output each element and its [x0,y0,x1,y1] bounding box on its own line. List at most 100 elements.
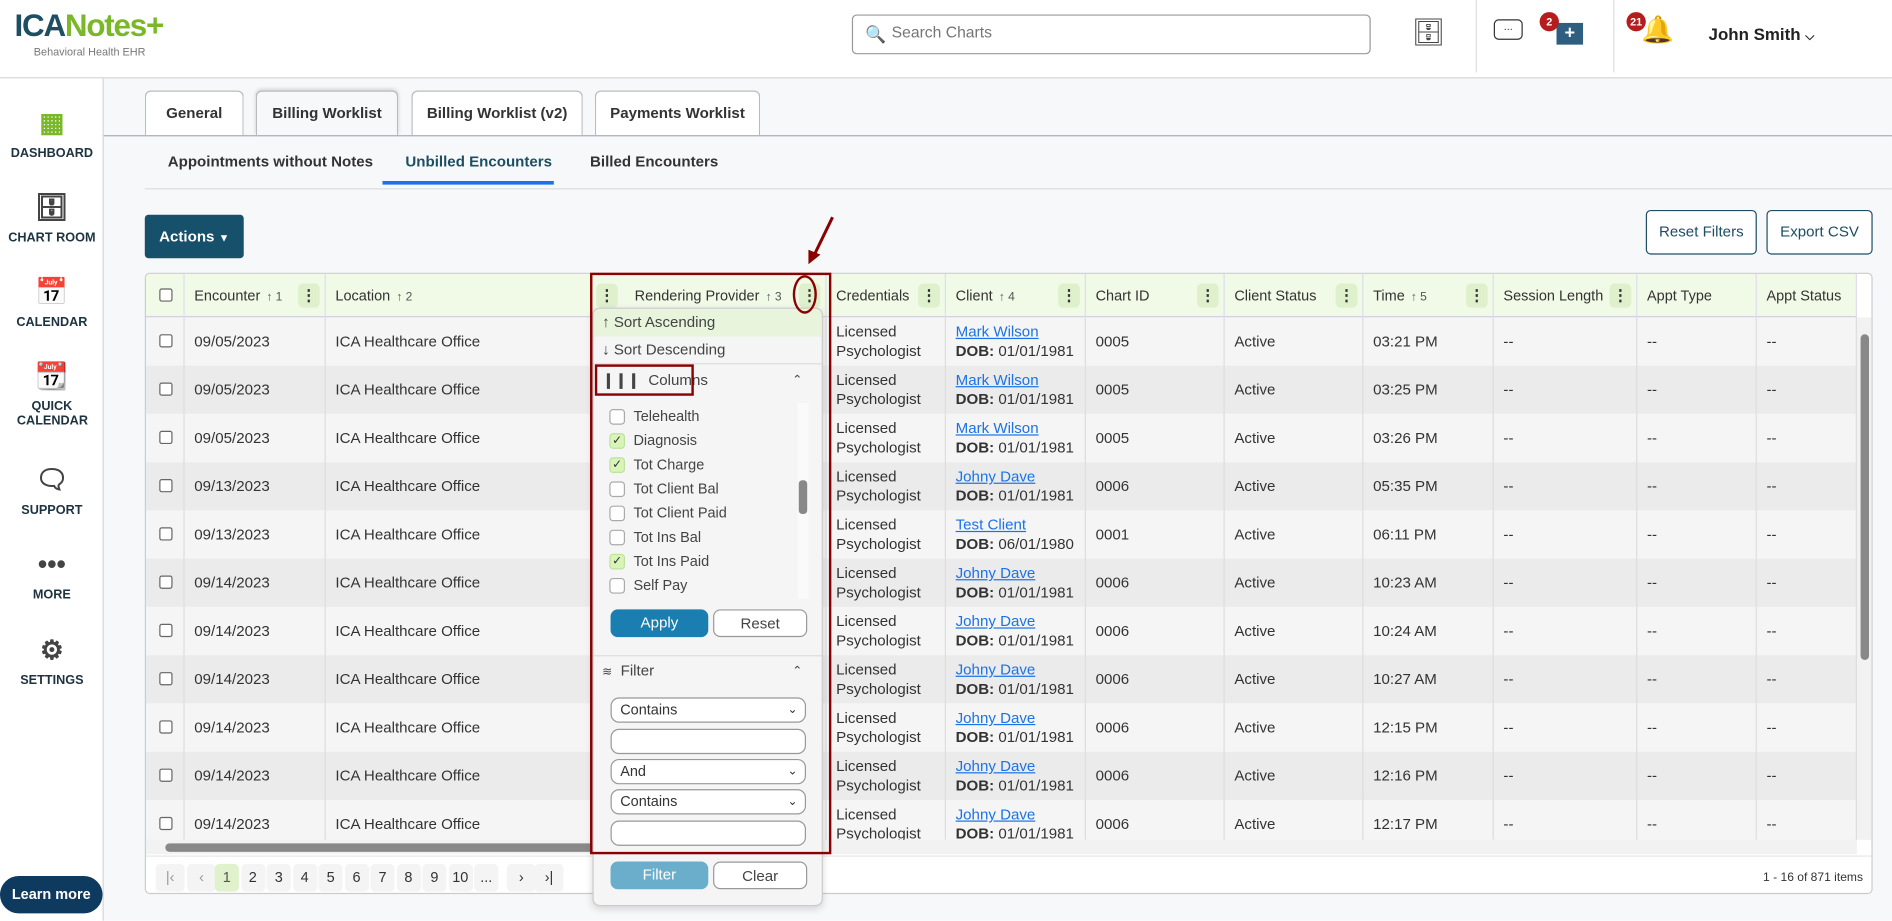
page-button[interactable]: 1 [214,863,239,892]
client-link[interactable]: Mark Wilson [955,419,1039,437]
sidebar-item-chart-room[interactable]: 🗄 CHART ROOM [0,192,104,245]
client-link[interactable]: Johny Dave [955,806,1036,823]
search-box[interactable]: 🔍 [851,14,1371,55]
column-header[interactable]: Location ↑ 2 [326,273,592,318]
column-option-checkbox[interactable] [609,529,626,546]
add-task-icon[interactable]: + [1556,22,1584,45]
client-link[interactable]: Mark Wilson [955,323,1039,341]
tab-general[interactable]: General [144,90,244,136]
sidebar-item-dashboard[interactable]: ▦ DASHBOARD [0,107,104,160]
column-header[interactable]: Session Length ⋮ [1494,273,1638,318]
table-row[interactable]: 09/05/2023 ICA Healthcare Office Licensed P… [145,413,1857,463]
column-header[interactable]: Client Status ⋮ [1225,273,1364,318]
scrollbar-thumb[interactable] [798,480,808,515]
actions-button[interactable]: Actions ▼ [144,214,244,259]
client-link[interactable]: Johny Dave [955,612,1036,630]
column-option[interactable]: Self Pay [594,576,793,598]
table-row[interactable]: 09/14/2023 ICA Healthcare Office Licensed P… [145,558,1857,607]
clear-button[interactable]: Clear [713,861,808,890]
column-header[interactable]: Encounter ↑ 1 ⋮ [185,273,326,318]
column-option-checkbox[interactable] [609,409,626,425]
column-option-checkbox[interactable]: ✓ [609,553,626,570]
sidebar-item-settings[interactable]: ⚙ SETTINGS [0,635,104,688]
message-icon[interactable]: ... [1493,19,1523,40]
subtab-billed-encounters[interactable]: Billed Encounters [590,153,719,171]
sidebar-item-more[interactable]: ••• MORE [0,549,104,602]
reset-button[interactable]: Reset [713,609,808,638]
column-header[interactable]: Appt Status [1757,273,1857,318]
table-row[interactable]: 09/05/2023 ICA Healthcare Office Licensed P… [145,317,1857,366]
column-option[interactable]: Tot Client Paid [594,503,793,525]
client-link[interactable]: Johny Dave [955,757,1036,775]
learn-more-button[interactable]: Learn more [0,875,103,914]
column-menu-button[interactable]: ⋮ [1335,283,1358,308]
sort-descending-item[interactable]: ↓ Sort Descending [593,337,822,365]
tab-billing-worklist[interactable]: Billing Worklist [255,90,399,136]
logo[interactable]: ICANotes+ [14,7,164,44]
prev-page-button[interactable]: ‹ [187,863,216,892]
column-list-scrollbar[interactable] [797,403,809,599]
page-button[interactable]: 7 [370,863,395,892]
column-menu-button[interactable]: ⋮ [918,283,940,308]
sidebar-item-quick-calendar[interactable]: 📆 QUICK CALENDAR [16,360,88,429]
page-button[interactable]: 4 [292,863,317,892]
page-button[interactable]: 8 [396,863,421,892]
bell-icon[interactable]: 🔔 [1640,14,1675,45]
search-input[interactable] [891,22,1351,42]
last-page-button[interactable]: ›| [534,863,564,892]
column-option-checkbox[interactable] [609,481,626,498]
table-row[interactable]: 09/14/2023 ICA Healthcare Office Licensed P… [145,655,1857,704]
column-menu-button[interactable]: ⋮ [298,283,320,308]
page-button[interactable]: 5 [318,863,343,892]
horizontal-scrollbar[interactable] [145,839,1857,855]
subtab-unbilled-encounters[interactable]: Unbilled Encounters [405,153,553,171]
tab-payments-worklist[interactable]: Payments Worklist [594,90,761,136]
column-menu-button[interactable]: ⋮ [1058,283,1080,308]
page-button[interactable]: 9 [422,863,447,892]
column-option-checkbox[interactable]: ✓ [609,457,626,473]
row-checkbox[interactable] [159,672,173,686]
client-link[interactable]: Mark Wilson [955,371,1039,389]
column-header[interactable]: Time ↑ 5 ⋮ [1363,273,1494,318]
next-page-button[interactable]: › [506,863,536,892]
column-option[interactable]: Telehealth [594,407,793,429]
chart-room-add-icon[interactable]: 🗄 [1411,16,1446,48]
client-link[interactable]: Johny Dave [955,709,1036,727]
table-row[interactable]: 09/05/2023 ICA Healthcare Office Licensed P… [145,365,1857,414]
user-menu[interactable]: John Smith ⌵ [1708,24,1815,44]
filter-logic-select[interactable]: And ⌄ [610,758,807,785]
filter-operator-2-select[interactable]: Contains ⌄ [610,789,807,815]
client-link[interactable]: Johny Dave [955,564,1036,582]
column-header[interactable]: Credentials ⋮ [827,273,946,318]
scrollbar-thumb[interactable] [1860,334,1870,661]
client-link[interactable]: Johny Dave [955,661,1036,679]
export-csv-button[interactable]: Export CSV [1766,209,1873,255]
first-page-button[interactable]: |‹ [155,863,185,892]
column-option[interactable]: ✓ Tot Charge [594,455,793,477]
row-checkbox[interactable] [159,334,173,348]
column-header[interactable]: Chart ID ⋮ [1086,273,1225,318]
column-menu-button[interactable]: ⋮ [1609,283,1632,308]
client-link[interactable]: Johny Dave [955,468,1036,486]
table-row[interactable]: 09/14/2023 ICA Healthcare Office Licensed P… [145,703,1857,752]
sort-ascending-item[interactable]: ↑ Sort Ascending [593,308,822,337]
filter-value-2-input[interactable] [610,820,807,846]
column-option[interactable]: ✓ Diagnosis [594,431,793,453]
page-button[interactable]: 6 [344,863,369,892]
table-row[interactable]: 09/14/2023 ICA Healthcare Office Licensed P… [145,606,1857,656]
column-header[interactable]: Appt Type [1637,273,1757,318]
column-option[interactable]: Tot Ins Bal [594,527,793,549]
column-option-checkbox[interactable]: ✓ [609,433,626,449]
column-option[interactable]: Tot Client Bal [594,479,793,501]
row-checkbox[interactable] [159,527,173,541]
row-checkbox[interactable] [159,382,173,396]
filter-section-toggle[interactable]: ≋ Filter ⌃ [594,656,822,686]
select-all-checkbox[interactable] [159,288,173,302]
page-button[interactable]: ... [474,863,499,892]
filter-operator-1-select[interactable]: Contains ⌄ [610,697,807,723]
column-option[interactable]: ✓ Tot Ins Paid [594,551,793,573]
column-option-checkbox[interactable] [609,505,626,522]
sidebar-item-support[interactable]: 🗨 SUPPORT [0,465,104,518]
sidebar-item-calendar[interactable]: 📅 CALENDAR [0,276,104,329]
row-checkbox[interactable] [159,575,173,589]
